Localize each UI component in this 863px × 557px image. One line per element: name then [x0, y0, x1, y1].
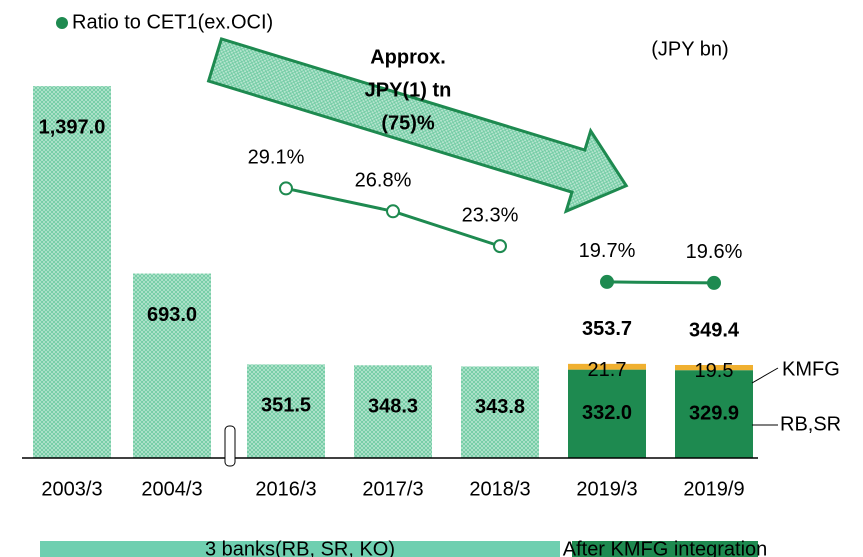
value-label: 351.5	[261, 395, 311, 417]
bar	[247, 364, 325, 458]
group-label: After KMFG integration	[563, 538, 768, 557]
x-tick-label: 2019/3	[576, 478, 637, 500]
bar-segment	[568, 363, 646, 370]
group-label: 3 banks(RB, SR, KO)	[205, 538, 395, 557]
x-tick-label: 2019/9	[683, 478, 744, 500]
ratio-line	[606, 280, 715, 285]
value-label: 348.3	[368, 395, 418, 417]
total-label: 349.4	[689, 319, 740, 341]
ratio-marker	[386, 204, 400, 219]
total-label: 353.7	[582, 318, 632, 340]
ratio-marker	[600, 274, 614, 289]
value-label: 343.8	[475, 396, 525, 418]
group-band	[40, 541, 560, 557]
ratio-label: 19.7%	[579, 240, 636, 262]
bar	[568, 369, 646, 458]
ratio-label: 26.8%	[355, 170, 412, 192]
axis-break	[224, 425, 236, 467]
ratio-label: 19.6%	[686, 241, 743, 263]
x-tick-label: 2018/3	[469, 478, 530, 500]
bar-segment	[675, 364, 753, 371]
x-tick-label: 2003/3	[41, 478, 102, 500]
bar	[461, 366, 539, 458]
x-tick-label: 2004/3	[141, 478, 202, 500]
bar	[675, 370, 753, 458]
value-label: 332.0	[582, 402, 632, 424]
annotation: (75)%	[381, 112, 435, 134]
ratio-marker	[707, 275, 721, 290]
ratio-marker	[493, 239, 507, 254]
unit-label: (JPY bn)	[651, 38, 728, 60]
group-band	[572, 541, 758, 557]
leader-line	[751, 367, 779, 384]
value-label: 1,397.0	[39, 116, 106, 138]
ratio-label: 29.1%	[248, 147, 305, 169]
legend-label: Ratio to CET1(ex.OCI)	[72, 11, 273, 33]
bar	[133, 273, 211, 458]
series-label: KMFG	[782, 358, 840, 380]
ratio-label: 23.3%	[462, 204, 519, 226]
series-label: RB,SR	[780, 413, 841, 435]
x-tick-label: 2016/3	[255, 478, 316, 500]
value-label: 329.9	[689, 402, 739, 424]
ratio-marker	[279, 181, 293, 196]
bar	[354, 365, 432, 458]
value-label: 693.0	[147, 304, 197, 326]
bar	[33, 86, 111, 459]
annotation: JPY(1) tn	[365, 79, 452, 101]
annotation: Approx.	[370, 46, 446, 68]
segment-label: 21.7	[588, 359, 627, 381]
x-tick-label: 2017/3	[362, 478, 423, 500]
segment-label: 19.5	[695, 360, 734, 382]
legend-marker	[56, 17, 68, 29]
cut-arrow	[206, 37, 629, 214]
